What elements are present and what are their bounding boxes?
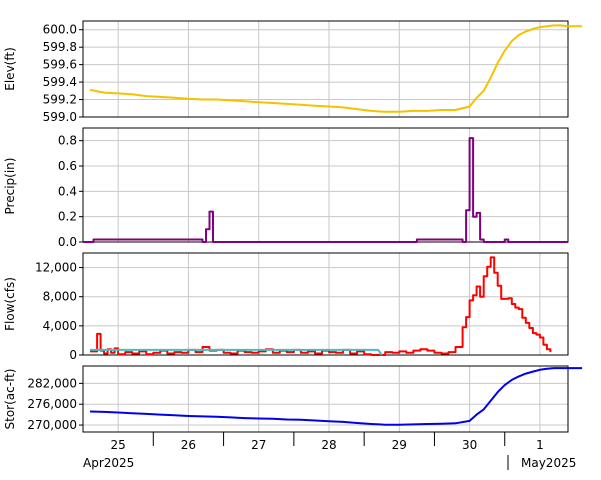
precip-ytick-label-4: 0.8 bbox=[58, 134, 77, 148]
date-axis-tick-label-1: 26 bbox=[181, 438, 196, 452]
precip-ytick-label-0: 0.0 bbox=[58, 235, 77, 249]
date-axis-tick-label-0: 25 bbox=[111, 438, 126, 452]
elevation-ytick-label-0: 599.0 bbox=[43, 110, 77, 124]
precip-ytick-label-3: 0.6 bbox=[58, 159, 77, 173]
flow-ytick-label-3: 12,000 bbox=[35, 261, 77, 275]
elevation-ytick-label-1: 599.2 bbox=[43, 93, 77, 107]
month-label-apr: Apr2025 bbox=[83, 456, 134, 470]
storage-y-label: Stor(ac-ft) bbox=[3, 369, 17, 430]
flow-y-label: Flow(cfs) bbox=[3, 277, 17, 331]
storage-ytick-label-2: 282,000 bbox=[27, 376, 77, 390]
flow-ytick-label-1: 4,000 bbox=[43, 319, 77, 333]
elevation-ytick-label-2: 599.4 bbox=[43, 75, 77, 89]
storage-ytick-label-1: 276,000 bbox=[27, 397, 77, 411]
flow-frame bbox=[82, 252, 569, 356]
elevation-ytick-label-3: 599.6 bbox=[43, 58, 77, 72]
flow-series-line-0 bbox=[90, 256, 552, 356]
date-axis-tick-label-2: 27 bbox=[251, 438, 266, 452]
elevation-ytick-label-4: 599.8 bbox=[43, 40, 77, 54]
precip-panel: Precip(in) 0.0 0.2 0.4 0.6 0.8 bbox=[3, 127, 569, 249]
date-axis-tick-label-3: 28 bbox=[321, 438, 336, 452]
precip-frame bbox=[82, 127, 569, 243]
date-axis-tick-label-5: 30 bbox=[462, 438, 477, 452]
elevation-frame bbox=[82, 20, 569, 118]
precip-ytick-label-2: 0.4 bbox=[58, 184, 77, 198]
precip-series-line-0 bbox=[83, 137, 568, 243]
date-axis-tick-label-6: 1 bbox=[536, 438, 544, 452]
precip-ytick-label-1: 0.2 bbox=[58, 210, 77, 224]
storage-ytick-label-0: 270,000 bbox=[27, 418, 77, 432]
precip-y-label: Precip(in) bbox=[3, 158, 17, 215]
elevation-y-label: Elev(ft) bbox=[3, 47, 17, 90]
elevation-ytick-label-5: 600.0 bbox=[43, 23, 77, 37]
date-axis: 25 26 27 28 29 30 1 Apr2025 May2025 bbox=[83, 432, 576, 470]
elevation-series-line-0 bbox=[89, 24, 583, 113]
elevation-panel: Elev(ft) 599.0 599.2 599.4 599.6 599.8 600.0 bbox=[3, 20, 583, 124]
date-axis-tick-label-4: 29 bbox=[392, 438, 407, 452]
storage-panel: Stor(ac-ft) 270,000 276,000 282,000 bbox=[3, 365, 583, 433]
flow-ytick-label-2: 8,000 bbox=[43, 290, 77, 304]
storage-frame bbox=[82, 365, 569, 433]
month-label-may: May2025 bbox=[521, 456, 576, 470]
storage-series-line-0 bbox=[89, 367, 583, 426]
flow-series-line-1 bbox=[90, 348, 383, 356]
flow-ytick-label-0: 0 bbox=[69, 348, 77, 362]
flow-panel: Flow(cfs) 0 4,000 8,000 12,000 bbox=[3, 252, 569, 362]
